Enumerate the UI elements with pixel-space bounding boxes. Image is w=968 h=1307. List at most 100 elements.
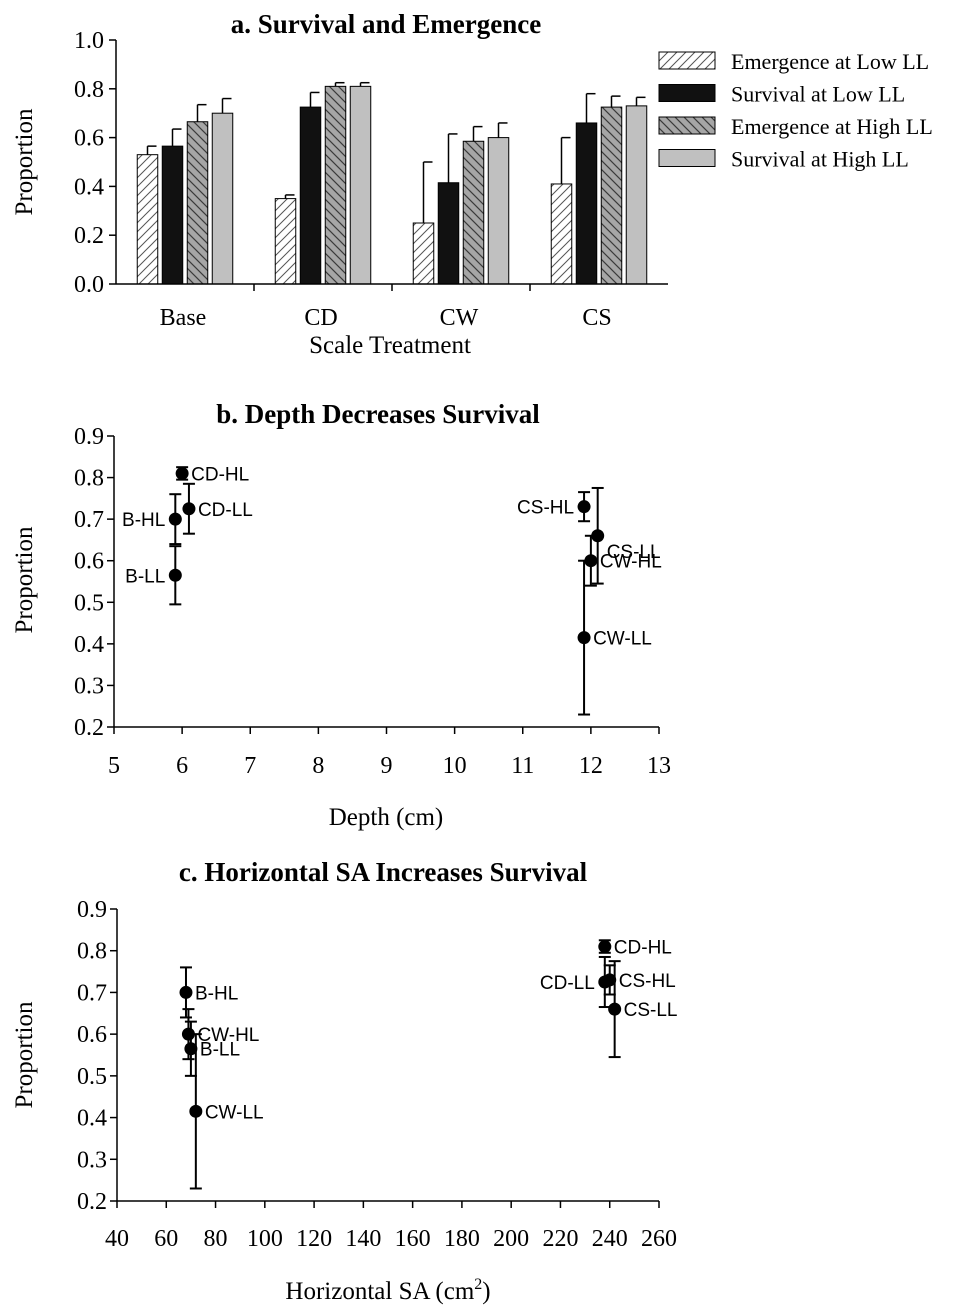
- bar: [161, 145, 184, 285]
- y-tick-label: 0.9: [74, 424, 104, 450]
- legend-swatch: [658, 51, 716, 70]
- legend-swatch: [658, 84, 716, 102]
- point-label: CW-LL: [593, 629, 652, 650]
- bar: [186, 121, 209, 285]
- y-tick-label: 0.8: [77, 939, 107, 965]
- point-label: CS-LL: [624, 1000, 678, 1021]
- x-tick-label: 13: [647, 753, 671, 779]
- bar: [600, 106, 623, 285]
- y-tick-label: 0.4: [77, 1106, 107, 1132]
- chart-a-survival-emergence: a. Survival and Emergence Proportion Sca…: [11, 9, 933, 359]
- data-point: [603, 973, 617, 987]
- chart-b-title: b. Depth Decreases Survival: [216, 399, 540, 429]
- x-tick-label: Base: [160, 305, 207, 331]
- chart-a-xlabel: Scale Treatment: [309, 332, 471, 359]
- bar: [462, 140, 485, 285]
- x-tick-label: 180: [444, 1226, 480, 1252]
- bar: [575, 122, 598, 285]
- point-label: CS-HL: [619, 971, 676, 992]
- y-tick-label: 0.8: [74, 77, 104, 103]
- bar: [412, 222, 435, 285]
- x-tick-label: 120: [296, 1226, 332, 1252]
- x-tick-label: 5: [108, 753, 120, 779]
- bar: [487, 137, 510, 285]
- y-tick-label: 0.6: [74, 126, 104, 152]
- legend-label: Survival at Low LL: [731, 82, 905, 107]
- y-tick-label: 0.5: [77, 1064, 107, 1090]
- chart-b-ylabel: Proportion: [11, 526, 38, 633]
- legend-label: Survival at High LL: [731, 147, 909, 172]
- chart-b-depth-survival: b. Depth Decreases Survival Proportion D…: [11, 399, 671, 831]
- x-tick-label: 220: [542, 1226, 578, 1252]
- data-point: [168, 568, 182, 582]
- y-tick-label: 0.2: [74, 715, 104, 741]
- legend-label: Emergence at Low LL: [731, 49, 929, 74]
- point-label: B-LL: [200, 1040, 240, 1061]
- x-tick-label: 260: [641, 1226, 677, 1252]
- y-tick-label: 0.4: [74, 632, 104, 658]
- x-tick-label: CS: [582, 305, 611, 331]
- data-point: [577, 631, 591, 645]
- data-point: [584, 554, 598, 568]
- point-label: B-LL: [125, 566, 165, 587]
- y-tick-label: 0.7: [77, 980, 107, 1006]
- y-tick-label: 0.8: [74, 466, 104, 492]
- data-point: [577, 500, 591, 514]
- x-tick-label: CW: [440, 305, 479, 331]
- point-label: B-HL: [122, 510, 165, 531]
- x-tick-label: 10: [443, 753, 467, 779]
- x-tick-label: 11: [511, 753, 534, 779]
- x-tick-label: 12: [579, 753, 603, 779]
- point-label: CD-HL: [614, 938, 672, 959]
- y-tick-label: 0.9: [77, 897, 107, 923]
- x-tick-label: 8: [312, 753, 324, 779]
- data-point: [598, 940, 612, 954]
- chart-a-ylabel: Proportion: [11, 108, 38, 215]
- y-tick-label: 0.6: [77, 1022, 107, 1048]
- y-tick-label: 0.3: [74, 673, 104, 699]
- bar: [550, 183, 573, 285]
- chart-c-xlabel: Horizontal SA (cm2): [285, 1276, 490, 1305]
- y-tick-label: 0.7: [74, 507, 104, 533]
- y-tick-label: 0.6: [74, 549, 104, 575]
- legend-label: Emergence at High LL: [731, 114, 933, 139]
- y-tick-label: 0.2: [77, 1189, 107, 1215]
- legend-swatch: [658, 149, 716, 167]
- bar: [324, 85, 347, 285]
- chart-a-legend: Emergence at Low LL Survival at Low LL Eme…: [658, 49, 933, 172]
- y-tick-label: 0.0: [74, 272, 104, 298]
- data-point: [189, 1104, 203, 1118]
- x-tick-label: 160: [395, 1226, 431, 1252]
- bar: [211, 112, 234, 285]
- chart-b-xlabel: Depth (cm): [329, 804, 444, 831]
- bar: [437, 182, 460, 285]
- x-tick-label: 7: [244, 753, 256, 779]
- x-tick-label: 100: [247, 1226, 283, 1252]
- point-label: CW-HL: [197, 1025, 259, 1046]
- point-label: CD-LL: [198, 500, 253, 521]
- data-point: [184, 1042, 198, 1056]
- data-point: [175, 466, 189, 480]
- x-tick-label: 9: [381, 753, 393, 779]
- bar: [274, 198, 297, 285]
- x-tick-label: 240: [592, 1226, 628, 1252]
- point-label: CW-LL: [205, 1102, 264, 1123]
- point-label: CW-HL: [600, 552, 662, 573]
- y-tick-label: 0.2: [74, 223, 104, 249]
- point-label: CS-LL: [607, 542, 661, 563]
- bar: [349, 85, 372, 285]
- data-point: [168, 512, 182, 526]
- x-tick-label: 200: [493, 1226, 529, 1252]
- chart-c-title: c. Horizontal SA Increases Survival: [179, 857, 588, 887]
- bar: [299, 106, 322, 285]
- x-tick-label: 80: [204, 1226, 228, 1252]
- legend-swatch: [658, 116, 716, 135]
- point-label: CD-LL: [540, 973, 595, 994]
- x-tick-label: 60: [154, 1226, 178, 1252]
- chart-c-horizontal-sa-survival: c. Horizontal SA Increases Survival Prop…: [11, 857, 678, 1305]
- x-tick-label: 40: [105, 1226, 129, 1252]
- y-tick-label: 0.4: [74, 174, 104, 200]
- bar: [625, 105, 648, 285]
- point-label: CS-HL: [517, 498, 574, 519]
